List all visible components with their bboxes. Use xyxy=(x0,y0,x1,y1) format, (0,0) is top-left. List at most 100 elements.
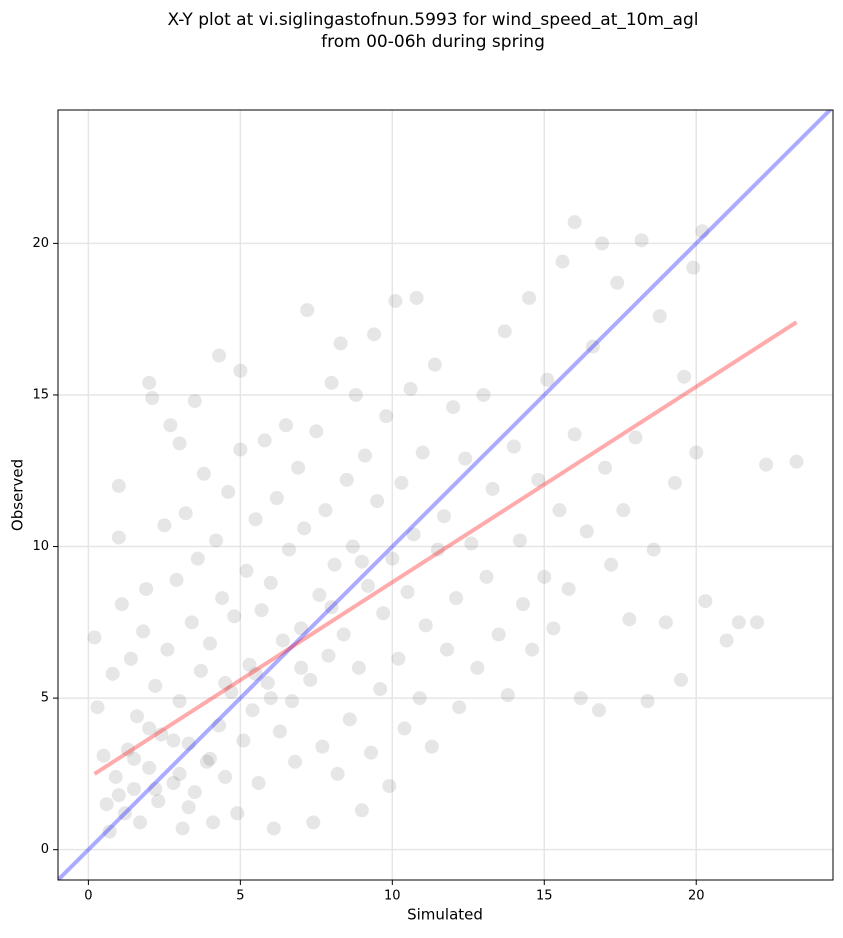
point xyxy=(567,215,582,230)
point xyxy=(667,475,682,490)
point xyxy=(163,418,178,433)
point xyxy=(485,481,500,496)
chart-title: from 00-06h during spring xyxy=(321,32,545,52)
point xyxy=(260,675,275,690)
point xyxy=(430,542,445,557)
point xyxy=(610,275,625,290)
point xyxy=(315,739,330,754)
point xyxy=(187,394,202,409)
point xyxy=(555,254,570,269)
point xyxy=(409,290,424,305)
point xyxy=(251,775,266,790)
point xyxy=(540,372,555,387)
point xyxy=(181,736,196,751)
point xyxy=(133,815,148,830)
point xyxy=(139,581,154,596)
point xyxy=(160,642,175,657)
point xyxy=(522,290,537,305)
point xyxy=(531,472,546,487)
point xyxy=(272,724,287,739)
plot-area xyxy=(58,110,833,880)
point xyxy=(278,418,293,433)
point xyxy=(440,642,455,657)
point xyxy=(652,309,667,324)
point xyxy=(476,387,491,402)
point xyxy=(294,621,309,636)
point xyxy=(391,651,406,666)
point xyxy=(342,712,357,727)
chart-title: X-Y plot at vi.siglingastofnun.5993 for … xyxy=(167,10,698,30)
point xyxy=(236,733,251,748)
point xyxy=(254,603,269,618)
point xyxy=(512,533,527,548)
point xyxy=(136,624,151,639)
point xyxy=(202,636,217,651)
y-tick-label: 10 xyxy=(32,539,49,554)
point xyxy=(731,615,746,630)
point xyxy=(373,682,388,697)
point xyxy=(470,660,485,675)
point xyxy=(199,754,214,769)
point xyxy=(294,660,309,675)
point xyxy=(634,233,649,248)
point xyxy=(497,324,512,339)
point xyxy=(367,327,382,342)
point xyxy=(108,769,123,784)
point xyxy=(397,721,412,736)
point xyxy=(388,293,403,308)
point xyxy=(184,615,199,630)
point xyxy=(622,612,637,627)
point xyxy=(640,694,655,709)
point xyxy=(546,621,561,636)
point xyxy=(379,409,394,424)
point xyxy=(96,748,111,763)
point xyxy=(418,618,433,633)
point xyxy=(403,381,418,396)
point xyxy=(598,460,613,475)
y-tick-label: 5 xyxy=(41,691,49,706)
point xyxy=(114,597,129,612)
point xyxy=(206,815,220,830)
point xyxy=(87,630,102,645)
point xyxy=(102,824,117,839)
point xyxy=(248,512,263,527)
point xyxy=(424,739,439,754)
point xyxy=(415,445,430,460)
point xyxy=(351,660,366,675)
point xyxy=(579,524,594,539)
point xyxy=(689,445,704,460)
point xyxy=(370,494,385,509)
point xyxy=(178,506,193,521)
point xyxy=(382,779,397,794)
y-tick-label: 20 xyxy=(32,236,49,251)
x-tick-label: 0 xyxy=(84,889,92,904)
point xyxy=(117,806,132,821)
point xyxy=(263,691,278,706)
point xyxy=(233,442,248,457)
point xyxy=(142,375,157,390)
point xyxy=(266,821,281,836)
point xyxy=(288,754,303,769)
point xyxy=(567,427,582,442)
point xyxy=(333,336,348,351)
point xyxy=(291,460,306,475)
point xyxy=(257,433,272,448)
point xyxy=(218,675,233,690)
y-axis-label: Observed xyxy=(9,459,27,531)
point xyxy=(172,766,187,781)
fit-line xyxy=(93,320,798,776)
point xyxy=(239,563,254,578)
point xyxy=(157,518,172,533)
point xyxy=(126,751,141,766)
point xyxy=(175,821,190,836)
point xyxy=(364,745,379,760)
point xyxy=(297,521,312,536)
point xyxy=(406,527,421,542)
point xyxy=(285,694,300,709)
point xyxy=(303,672,318,687)
point xyxy=(190,551,205,566)
point xyxy=(412,691,427,706)
point xyxy=(446,400,461,415)
point xyxy=(111,530,126,545)
